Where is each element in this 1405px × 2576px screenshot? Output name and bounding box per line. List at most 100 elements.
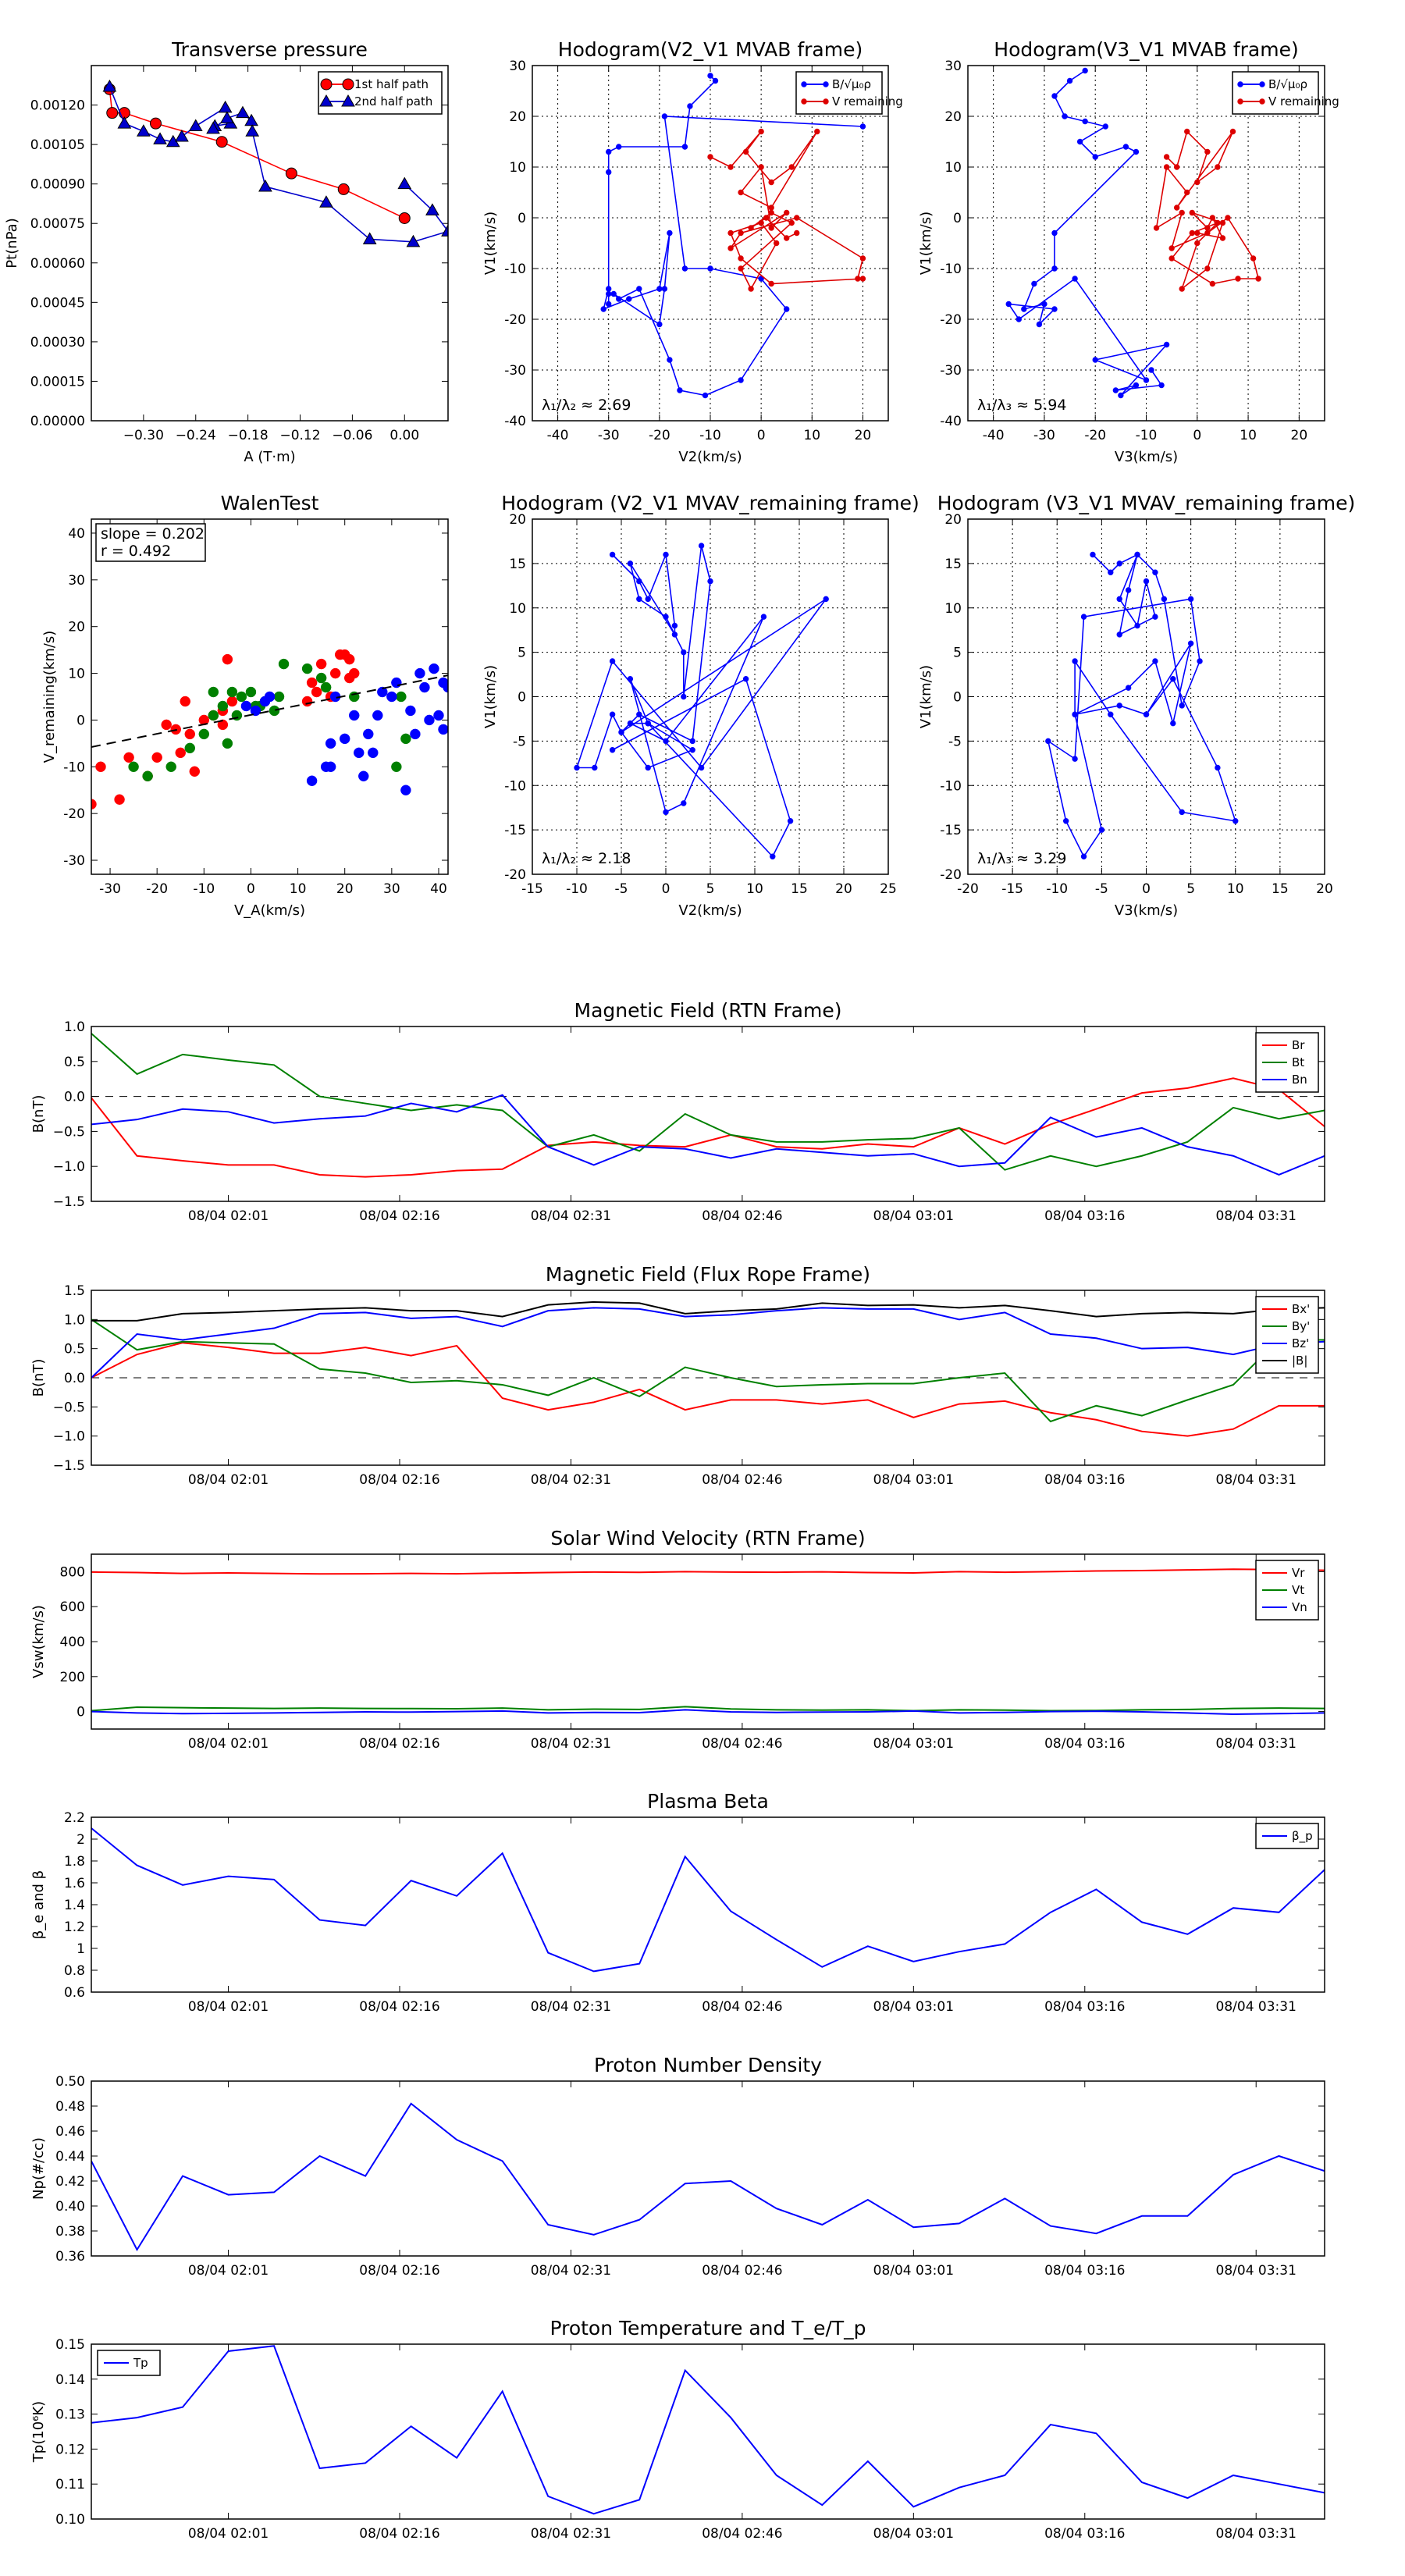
- x-tick-label: 20: [835, 881, 852, 897]
- data-point: [236, 105, 250, 119]
- data-point: [788, 219, 795, 226]
- y-tick-label: 40: [68, 526, 85, 542]
- plot-area: [91, 1033, 1325, 1178]
- y-tick-label: 800: [60, 1564, 85, 1580]
- y-tick-label: 1.5: [64, 1283, 85, 1299]
- legend-box: [318, 71, 443, 115]
- legend-marker: [1237, 81, 1243, 87]
- eigen-ratio-annotation: λ₁/λ₃ ≈ 3.29: [977, 850, 1066, 867]
- data-point: [1080, 853, 1087, 859]
- y-axis-label: β_e and β: [30, 1870, 47, 1939]
- x-tick-label: 08/04 02:01: [188, 2526, 269, 2542]
- data-point: [738, 377, 744, 383]
- x-tick-label: 10: [803, 428, 820, 443]
- data-point: [1173, 205, 1180, 211]
- plot-area: [91, 2345, 1325, 2515]
- y-tick-label: 15: [944, 557, 962, 572]
- legend-label: Bx': [1292, 1302, 1310, 1316]
- plot-frame: [91, 2080, 1325, 2257]
- y-axis-label: V1(km/s): [482, 212, 499, 275]
- y-tick-label: 0.00060: [30, 256, 85, 272]
- y-tick-label: 0: [953, 211, 962, 226]
- chart-title: WalenTest: [221, 492, 319, 514]
- data-point: [738, 189, 744, 196]
- data-point: [419, 681, 430, 693]
- y-tick-label: -40: [940, 414, 962, 429]
- data-point: [1134, 551, 1140, 558]
- data-point: [1189, 209, 1195, 216]
- x-tick-label: 08/04 02:16: [359, 1999, 439, 2015]
- chart-wt: WalenTest -30 -20 -10 0 10 20 30 40 -30 -20 -10 0 10 2…: [41, 492, 449, 919]
- y-tick-label: 0.10: [55, 2512, 85, 2528]
- data-point: [1168, 255, 1175, 262]
- data-point: [760, 614, 767, 620]
- eigen-ratio-annotation: λ₁/λ₂ ≈ 2.69: [542, 397, 631, 414]
- y-tick-label: 0: [76, 713, 85, 728]
- legend-marker: [320, 78, 333, 91]
- data-point: [406, 234, 421, 247]
- legend-box: [795, 71, 883, 115]
- data-point: [671, 632, 678, 638]
- data-point: [1168, 245, 1175, 251]
- x-tick-label: -15: [521, 881, 543, 897]
- y-tick-label: 0.46: [55, 2124, 85, 2140]
- x-tick-label: 20: [855, 428, 872, 443]
- plot-area: [91, 1300, 1325, 1437]
- x-tick-label: 08/04 03:16: [1044, 1736, 1125, 1752]
- data-point: [1062, 818, 1069, 824]
- legend-label: B/√μ₀ρ: [832, 77, 871, 91]
- data-point: [1209, 215, 1216, 221]
- x-tick-label: 08/04 02:46: [702, 2263, 782, 2279]
- data-point: [738, 229, 744, 237]
- plot-frame: [532, 65, 889, 422]
- data-point: [311, 686, 322, 698]
- data-point: [727, 229, 734, 237]
- chart-vel: Solar Wind Velocity (RTN Frame) 08/04 02:…: [30, 1527, 1325, 1752]
- legend: β_p: [1255, 1823, 1319, 1849]
- data-point: [1158, 382, 1165, 389]
- legend-label: V remaining: [1268, 94, 1339, 109]
- x-tick-label: 10: [1227, 881, 1244, 897]
- plot-area: [91, 2102, 1325, 2252]
- data-point: [667, 229, 673, 237]
- data-point: [681, 144, 688, 150]
- data-point: [245, 124, 260, 137]
- data-point: [137, 124, 151, 137]
- x-tick-label: 08/04 03:16: [1044, 2263, 1125, 2279]
- data-point: [1072, 756, 1078, 762]
- x-tick-label: 08/04 02:46: [702, 1208, 782, 1224]
- data-point: [236, 691, 247, 703]
- y-tick-label: 0.14: [55, 2372, 85, 2388]
- x-tick-label: 10: [746, 881, 763, 897]
- x-tick-label: 08/04 03:16: [1044, 1472, 1125, 1488]
- x-axis-label: A (T·m): [244, 449, 295, 465]
- data-point: [306, 775, 318, 787]
- x-tick-label: -40: [547, 428, 569, 443]
- data-point: [627, 676, 634, 682]
- chart-np: Proton Number Density 08/04 02:01 08/04 02…: [30, 2054, 1325, 2279]
- data-point: [1116, 560, 1122, 567]
- data-point: [362, 232, 377, 244]
- data-point: [1125, 587, 1132, 593]
- data-point: [1005, 301, 1012, 308]
- series-2nd-half-path: [102, 79, 448, 247]
- y-tick-label: 0: [76, 1705, 85, 1720]
- x-tick-label: -10: [193, 881, 215, 897]
- y-tick-label: 5: [953, 646, 962, 661]
- data-point: [606, 290, 612, 297]
- data-point: [208, 710, 219, 721]
- data-point: [1041, 301, 1048, 308]
- series-1st-half-path: [103, 83, 411, 224]
- data-point: [123, 752, 134, 763]
- data-point: [396, 691, 407, 703]
- data-point: [165, 761, 176, 773]
- x-axis-label: V2(km/s): [678, 902, 742, 919]
- x-tick-label: 08/04 03:16: [1044, 1999, 1125, 2015]
- chart-beta: Plasma Beta 08/04 02:01 08/04 02:16 08/04 0…: [30, 1790, 1325, 2015]
- data-point: [391, 677, 402, 688]
- data-point: [1250, 255, 1257, 262]
- data-point: [245, 686, 257, 698]
- y-tick-label: 0.5: [64, 1055, 85, 1070]
- y-tick-label: 20: [944, 109, 962, 125]
- legend-label: Tp: [133, 2356, 148, 2370]
